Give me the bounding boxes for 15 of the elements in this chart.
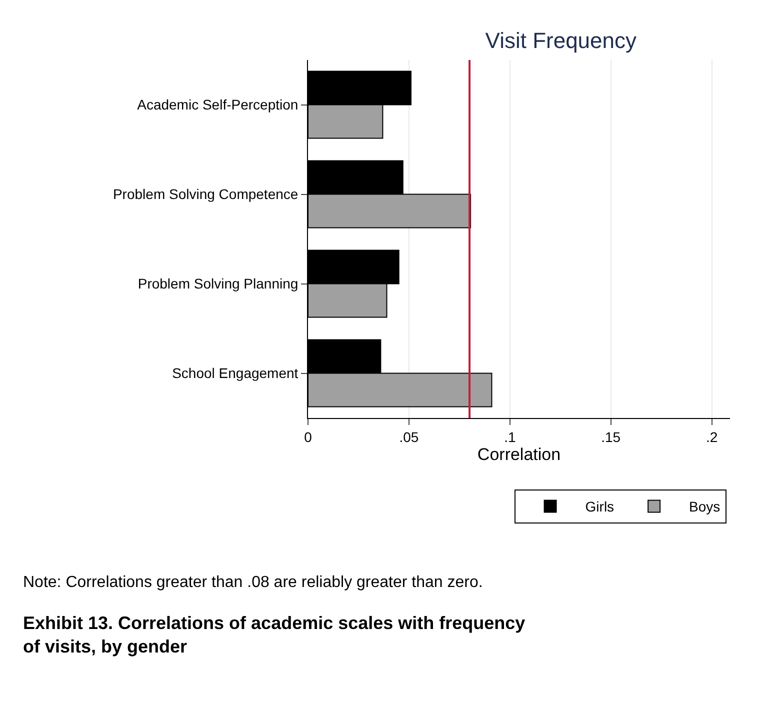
legend-label: Boys: [689, 498, 720, 515]
x-axis-title: Correlation: [477, 444, 561, 464]
chart-title: Visit Frequency: [485, 28, 637, 53]
y-tick-label: Problem Solving Competence: [112, 186, 298, 202]
text: Exhibit 13. Correlations of academic scales with frequency of visits, by gender: [23, 613, 526, 656]
x-tick-label: .2: [706, 428, 718, 445]
x-tick-label: 0: [304, 428, 312, 445]
y-tick-label: School Engagement: [172, 365, 298, 382]
x-tick-label: .05: [399, 428, 419, 445]
x-tick-label: .1: [504, 428, 516, 445]
y-tick-label: Problem Solving Planning: [138, 276, 298, 292]
x-tick-label: .15: [601, 428, 621, 445]
y-tick-label: Academic Self-Perception: [137, 96, 298, 113]
text: Note: Correlations greater than .08 are reliably greater than zero.: [23, 574, 483, 591]
legend-label: Girls: [585, 498, 614, 515]
